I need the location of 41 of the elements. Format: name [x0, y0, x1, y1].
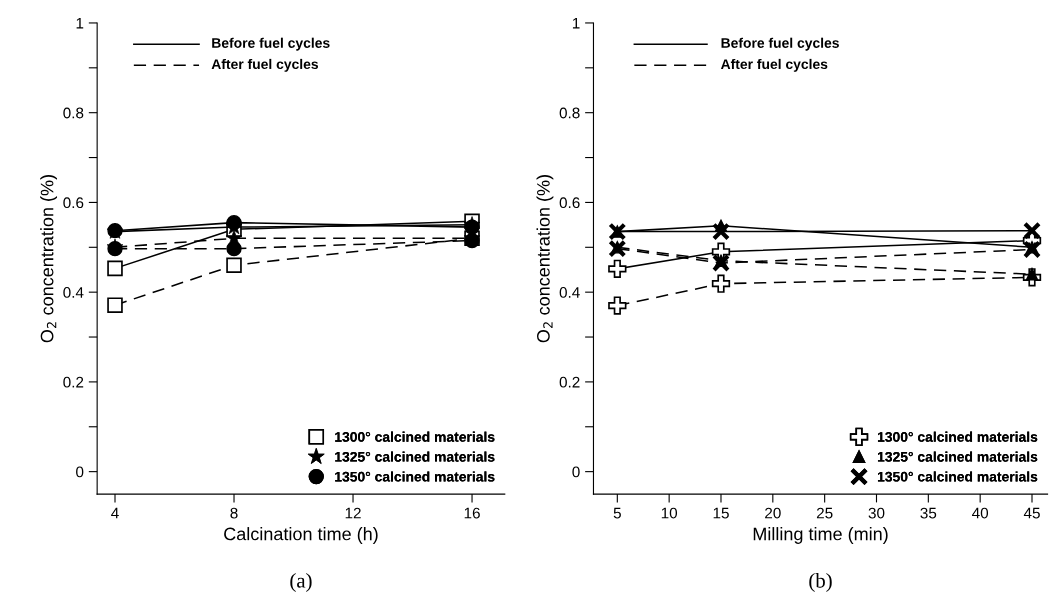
x-tick-label: 15 — [713, 507, 729, 519]
y-tick-label: 0.6 — [559, 197, 580, 209]
x-tick-label: 5 — [613, 507, 621, 519]
x-axis-title: Calcination time (h) — [224, 527, 378, 544]
x-tick-label: 25 — [816, 507, 833, 519]
y-tick-label: 0.6 — [63, 197, 84, 209]
annotation: After fuel cycles — [211, 58, 319, 72]
y-tick-label: 0.8 — [559, 107, 580, 119]
legend-label: 1325° calcined materials — [877, 451, 1038, 462]
x-tick-label: 40 — [972, 507, 989, 519]
y-tick-label: 1 — [572, 17, 580, 29]
y-tick-label: 1 — [76, 17, 84, 29]
legend-label: 1300° calcined materials — [335, 431, 495, 442]
y-axis-title: O$_{2}$ concentration (%) — [40, 175, 58, 343]
annotation: Before fuel cycles — [721, 37, 839, 51]
annotation: Before fuel cycles — [212, 37, 330, 51]
y-tick-label: 0.4 — [559, 287, 580, 298]
legend-label: 1350° calcined materials — [335, 471, 495, 482]
y-tick-label: 0.2 — [63, 376, 84, 388]
y-tick-label: 0.4 — [63, 287, 84, 298]
x-tick-label: 35 — [920, 507, 937, 519]
text: (b) — [809, 573, 832, 592]
x-tick-label: 16 — [464, 507, 480, 519]
y-tick-label: 0 — [76, 466, 84, 478]
x-axis-title: Milling time (min) — [753, 527, 888, 544]
x-tick-label: 10 — [661, 507, 678, 519]
y-tick-label: 0 — [572, 466, 580, 478]
y-tick-label: 0.2 — [559, 376, 580, 388]
y-tick-label: 0.8 — [63, 107, 84, 119]
x-tick-label: 45 — [1023, 507, 1040, 519]
x-tick-label: 12 — [345, 507, 361, 519]
y-axis-title: O$_{2}$ concentration (%) — [536, 175, 554, 343]
x-tick-label: 8 — [230, 507, 238, 519]
legend-label: 1325° calcined materials — [335, 451, 495, 462]
x-tick-label: 20 — [765, 507, 781, 519]
x-tick-label: 30 — [868, 507, 885, 519]
x-tick-label: 4 — [111, 507, 119, 519]
annotation: After fuel cycles — [720, 58, 828, 72]
text: (a) — [290, 573, 312, 592]
legend-label: 1300° calcined materials — [877, 431, 1038, 442]
legend-label: 1350° calcined materials — [877, 471, 1038, 482]
